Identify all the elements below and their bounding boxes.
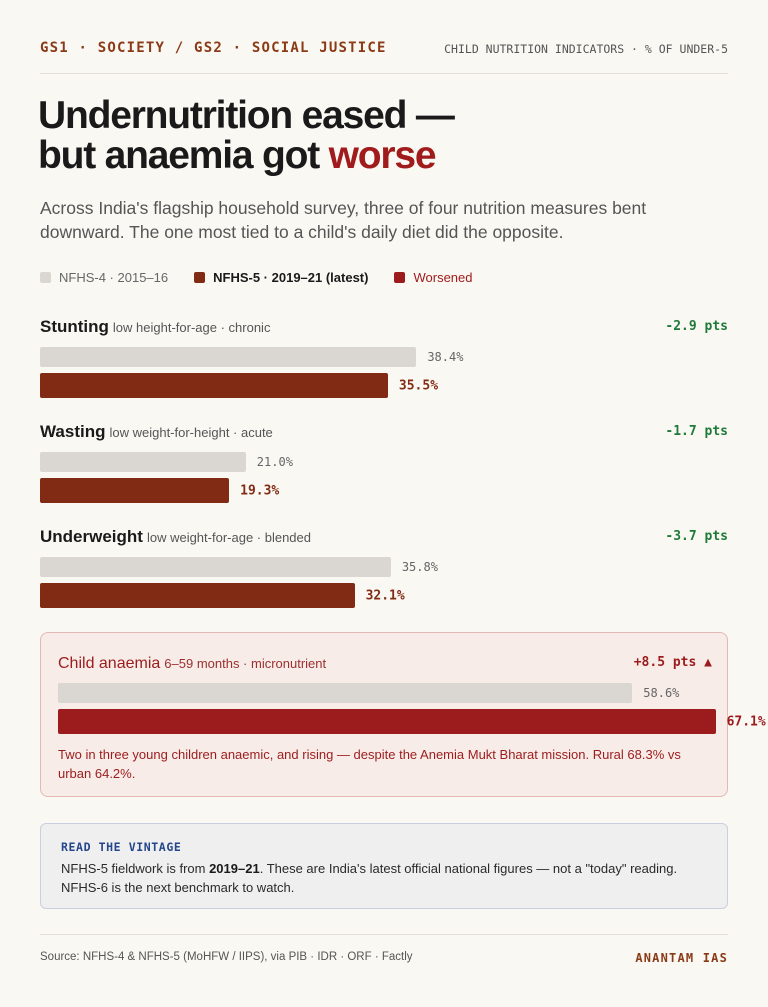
metric-delta: -3.7 pts	[665, 529, 728, 544]
vintage-text-bold: 2019–21	[209, 861, 260, 876]
legend-label-new: NFHS-5 · 2019–21 (latest)	[213, 270, 369, 285]
legend-label-worsened: Worsened	[413, 270, 473, 285]
legend-item-worsened: Worsened	[394, 270, 472, 285]
metric-delta: -1.7 pts	[665, 424, 728, 439]
anaemia-note: Two in three young children anaemic, and…	[58, 747, 681, 781]
metric-name: Child anaemia	[58, 655, 161, 672]
bar-row-nfhs4: 38.4%	[40, 347, 728, 367]
legend-label-old: NFHS-4 · 2015–16	[59, 270, 169, 285]
bar-value-nfhs5: 67.1%	[726, 714, 766, 729]
bar-value-nfhs4: 35.8%	[401, 560, 438, 574]
source-credit: Source: NFHS-4 & NFHS-5 (MoHFW / IIPS), …	[40, 951, 413, 963]
bar-nfhs4	[40, 347, 417, 367]
bar-value-nfhs5: 19.3%	[240, 483, 280, 498]
legend-swatch-worsened	[394, 272, 406, 283]
metric-name: Wasting	[40, 422, 106, 441]
metric-delta: +8.5 pts ▲	[633, 655, 712, 670]
anaemia-highlight-card: Child anaemia 6–59 months · micronutrient…	[40, 632, 766, 797]
vintage-text: NFHS-5 fieldwork is from 2019–21. These …	[61, 859, 711, 897]
section-kicker: GS1 · SOCIETY / GS2 · SOCIAL JUSTICE	[40, 40, 387, 56]
metric-subtitle: low weight-for-height · acute	[109, 425, 273, 440]
headline-line-2-prefix: but anaemia got	[38, 134, 329, 177]
metric-header: Underweight low weight-for-age · blended …	[40, 527, 728, 549]
bar-value-nfhs5: 35.5%	[398, 378, 439, 393]
bar-nfhs4	[58, 683, 633, 703]
headline: Undernutrition eased — but anaemia got w…	[38, 96, 728, 176]
legend-swatch-old	[40, 272, 51, 283]
bar-nfhs5	[40, 478, 230, 503]
metric-name: Stunting	[40, 317, 109, 336]
metric-subtitle: low height-for-age · chronic	[112, 320, 271, 335]
legend-item-old: NFHS-4 · 2015–16	[40, 270, 168, 285]
bar-value-nfhs4: 21.0%	[256, 455, 293, 469]
bar-row-nfhs5: 19.3%	[40, 478, 728, 503]
bar-nfhs5-worsened	[58, 709, 716, 734]
footer: Source: NFHS-4 & NFHS-5 (MoHFW / IIPS), …	[40, 934, 728, 974]
metric-delta: -2.9 pts	[665, 319, 728, 334]
metric-stunting: Stunting low height-for-age · chronic -2.…	[40, 317, 728, 398]
bar-row-nfhs4: 35.8%	[40, 557, 728, 577]
vintage-text-pre: NFHS-5 fieldwork is from	[61, 861, 210, 876]
bar-nfhs4	[40, 452, 246, 472]
legend-item-new: NFHS-5 · 2019–21 (latest)	[194, 270, 368, 285]
metric-header: Stunting low height-for-age · chronic -2.…	[40, 317, 728, 339]
bar-row-nfhs4: 21.0%	[40, 452, 728, 472]
bar-value-nfhs4: 58.6%	[643, 686, 680, 700]
metric-wasting: Wasting low weight-for-height · acute -1.…	[40, 422, 728, 503]
bar-row-nfhs4: 58.6%	[58, 683, 712, 703]
metric-name: Underweight	[40, 527, 143, 546]
headline-line-1: Undernutrition eased —	[38, 94, 455, 137]
bar-row-nfhs5: 32.1%	[40, 583, 728, 608]
bar-row-nfhs5: 35.5%	[40, 373, 728, 398]
dek-paragraph: Across India's flagship household survey…	[40, 198, 647, 242]
metric-child-anaemia: Child anaemia 6–59 months · micronutrient…	[58, 653, 766, 734]
bar-nfhs5	[40, 583, 355, 608]
bar-value-nfhs4: 38.4%	[427, 350, 464, 364]
bar-value-nfhs5: 32.1%	[365, 588, 405, 603]
brand-logo-text: ANANTAM IAS	[635, 951, 728, 965]
legend-swatch-new	[194, 272, 206, 283]
bar-row-nfhs5: 67.1%	[58, 709, 766, 734]
topic-label: CHILD NUTRITION INDICATORS · % OF UNDER-…	[444, 42, 728, 56]
chart-legend: NFHS-4 · 2015–16 NFHS-5 · 2019–21 (lates…	[40, 270, 498, 285]
metric-header: Child anaemia 6–59 months · micronutrient…	[58, 653, 712, 675]
vintage-title: READ THE VINTAGE	[61, 840, 182, 854]
top-bar: GS1 · SOCIETY / GS2 · SOCIAL JUSTICE CHI…	[40, 40, 728, 74]
read-the-vintage-card: READ THE VINTAGE NFHS-5 fieldwork is fro…	[40, 823, 728, 909]
vintage-text-post: . These are India's latest official nati…	[61, 861, 678, 895]
metric-subtitle: low weight-for-age · blended	[146, 530, 311, 545]
bar-nfhs5	[40, 373, 388, 398]
bar-nfhs4	[40, 557, 391, 577]
headline-accent-word: worse	[328, 134, 437, 177]
metric-underweight: Underweight low weight-for-age · blended …	[40, 527, 728, 608]
metric-subtitle: 6–59 months · micronutrient	[164, 656, 327, 671]
metric-header: Wasting low weight-for-height · acute -1.…	[40, 422, 728, 444]
